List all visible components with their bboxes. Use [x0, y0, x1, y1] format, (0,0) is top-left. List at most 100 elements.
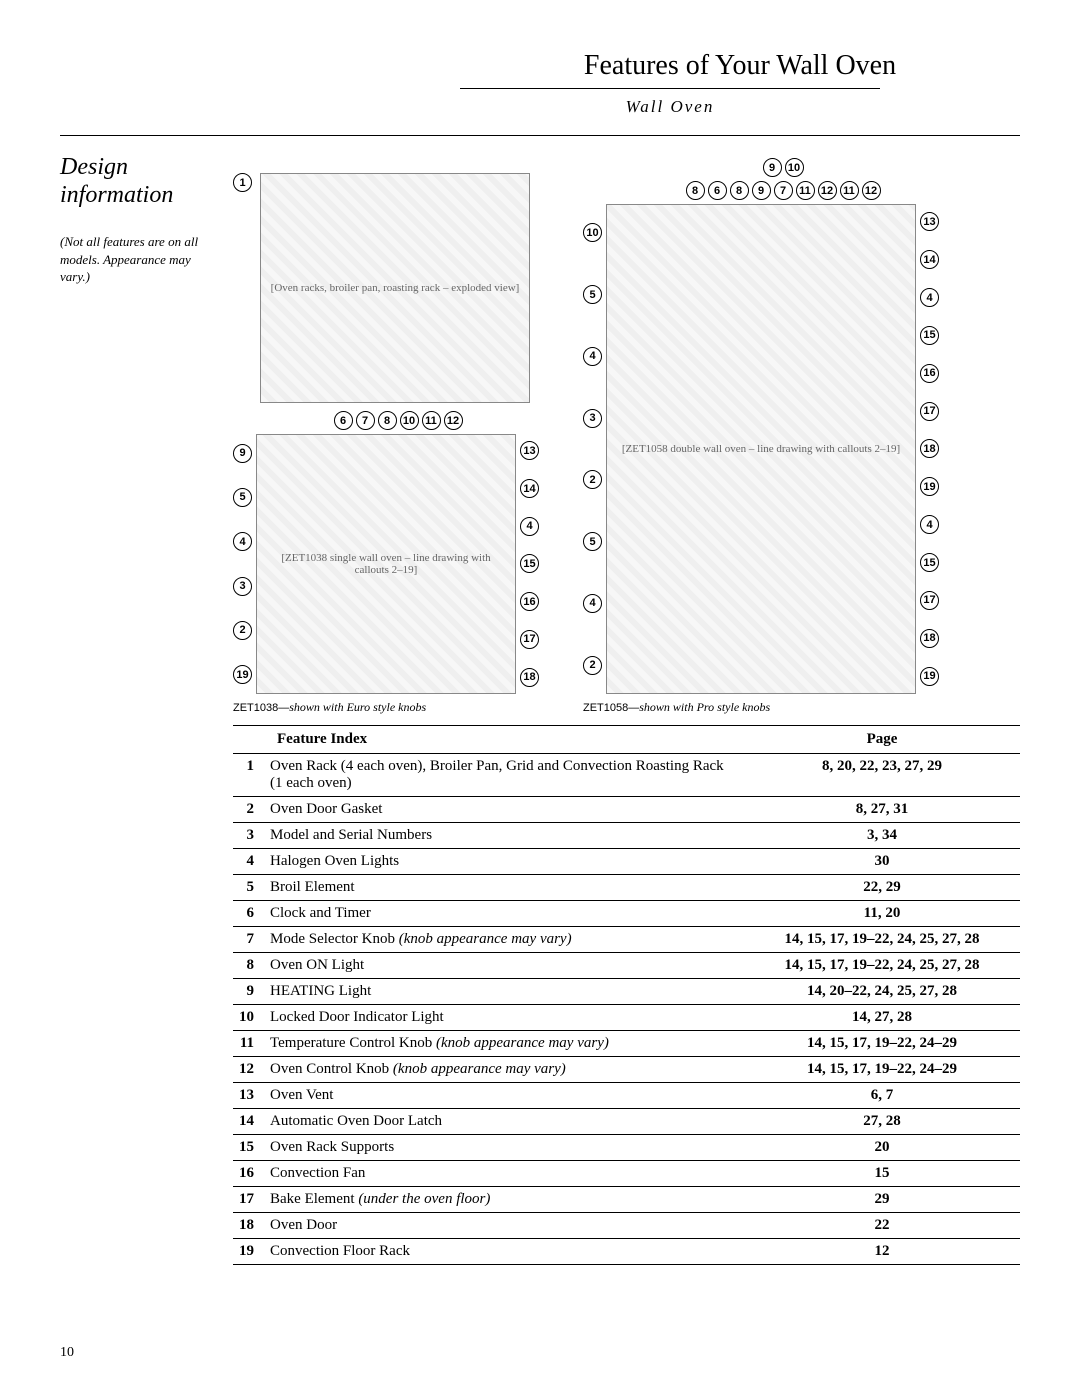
callout-5: 5: [583, 285, 602, 304]
feature-page: 8, 20, 22, 23, 27, 29: [744, 754, 1020, 797]
left-caption-desc: shown with Euro style knobs: [289, 700, 426, 714]
feature-page: 3, 34: [744, 823, 1020, 849]
feature-page: 14, 15, 17, 19–22, 24, 25, 27, 28: [744, 953, 1020, 979]
left-caption-model: ZET1038—: [233, 702, 289, 714]
callout-5: 5: [233, 488, 252, 507]
table-row: 10Locked Door Indicator Light14, 27, 28: [233, 1005, 1020, 1031]
callout-14: 14: [520, 479, 539, 498]
feature-page: 27, 28: [744, 1109, 1020, 1135]
callout-12: 12: [818, 181, 837, 200]
feature-page: 6, 7: [744, 1083, 1020, 1109]
feature-number: 5: [233, 875, 264, 901]
right-caption-desc: shown with Pro style knobs: [639, 700, 770, 714]
callout-10: 10: [400, 411, 419, 430]
callout-11: 11: [796, 181, 815, 200]
feature-page: 14, 15, 17, 19–22, 24–29: [744, 1057, 1020, 1083]
callout-12: 12: [444, 411, 463, 430]
content-area: Design information (Not all features are…: [60, 154, 1020, 1265]
feature-description: Oven Door: [264, 1213, 744, 1239]
design-heading: Design information: [60, 154, 215, 209]
single-top-callouts: 678101112: [233, 411, 563, 430]
table-row: 17Bake Element (under the oven floor)29: [233, 1187, 1020, 1213]
callout-11: 11: [840, 181, 859, 200]
subtitle-rule: Wall Oven: [460, 88, 880, 117]
feature-description: Bake Element (under the oven floor): [264, 1187, 744, 1213]
feature-description: Oven Control Knob (knob appearance may v…: [264, 1057, 744, 1083]
feature-description: Temperature Control Knob (knob appearanc…: [264, 1031, 744, 1057]
feature-index-table: Feature Index Page 1Oven Rack (4 each ov…: [233, 725, 1020, 1265]
right-caption-model: ZET1058—: [583, 702, 639, 714]
feature-page: 29: [744, 1187, 1020, 1213]
feature-number: 15: [233, 1135, 264, 1161]
th-feature: Feature Index: [233, 726, 744, 754]
double-oven-diagram: [ZET1058 double wall oven – line drawing…: [606, 204, 916, 694]
feature-number: 10: [233, 1005, 264, 1031]
feature-note: (knob appearance may vary): [436, 1035, 609, 1051]
feature-page: 14, 27, 28: [744, 1005, 1020, 1031]
left-diagram-group: 1 [Oven racks, broiler pan, roasting rac…: [233, 173, 563, 715]
feature-number: 18: [233, 1213, 264, 1239]
table-row: 7Mode Selector Knob (knob appearance may…: [233, 927, 1020, 953]
table-row: 12Oven Control Knob (knob appearance may…: [233, 1057, 1020, 1083]
callout-4: 4: [920, 515, 939, 534]
callout-2: 2: [233, 621, 252, 640]
callout-9: 9: [763, 158, 782, 177]
feature-description: Clock and Timer: [264, 901, 744, 927]
table-row: 5Broil Element22, 29: [233, 875, 1020, 901]
feature-page: 14, 15, 17, 19–22, 24–29: [744, 1031, 1020, 1057]
right-caption: ZET1058—shown with Pro style knobs: [583, 700, 983, 715]
callout-12: 12: [862, 181, 881, 200]
single-oven-diagram: [ZET1038 single wall oven – line drawing…: [256, 434, 516, 694]
left-caption: ZET1038—shown with Euro style knobs: [233, 700, 563, 715]
callout-15: 15: [520, 554, 539, 573]
callout-19: 19: [920, 477, 939, 496]
feature-note: (knob appearance may vary): [393, 1061, 566, 1077]
right-diagram-group: 910 8689711121112 105432542 [ZET1058 dou…: [583, 154, 983, 715]
table-row: 4Halogen Oven Lights30: [233, 849, 1020, 875]
feature-note: (under the oven floor): [358, 1191, 490, 1207]
feature-description: Broil Element: [264, 875, 744, 901]
callout-18: 18: [920, 629, 939, 648]
table-row: 1Oven Rack (4 each oven), Broiler Pan, G…: [233, 754, 1020, 797]
callout-8: 8: [730, 181, 749, 200]
callout-2: 2: [583, 470, 602, 489]
callout-18: 18: [920, 439, 939, 458]
feature-number: 3: [233, 823, 264, 849]
single-right-callouts: 1314415161718: [520, 434, 539, 694]
feature-description: Convection Floor Rack: [264, 1239, 744, 1265]
callout-9: 9: [233, 444, 252, 463]
feature-number: 6: [233, 901, 264, 927]
callout-15: 15: [920, 326, 939, 345]
diagrams-row: 1 [Oven racks, broiler pan, roasting rac…: [233, 154, 1020, 715]
feature-page: 22: [744, 1213, 1020, 1239]
feature-number: 1: [233, 754, 264, 797]
main-column: 1 [Oven racks, broiler pan, roasting rac…: [233, 154, 1020, 1265]
feature-description: Locked Door Indicator Light: [264, 1005, 744, 1031]
feature-description: Automatic Oven Door Latch: [264, 1109, 744, 1135]
th-page: Page: [744, 726, 1020, 754]
feature-page: 15: [744, 1161, 1020, 1187]
single-left-callouts: 9543219: [233, 434, 252, 694]
double-top2-callouts: 8689711121112: [583, 181, 983, 200]
feature-number: 7: [233, 927, 264, 953]
table-row: 15Oven Rack Supports20: [233, 1135, 1020, 1161]
callout-7: 7: [356, 411, 375, 430]
callout-13: 13: [520, 441, 539, 460]
table-row: 11Temperature Control Knob (knob appeara…: [233, 1031, 1020, 1057]
feature-number: 12: [233, 1057, 264, 1083]
table-row: 2Oven Door Gasket8, 27, 31: [233, 797, 1020, 823]
feature-note: (knob appearance may vary): [399, 931, 572, 947]
callout-4: 4: [583, 594, 602, 613]
callout-15: 15: [920, 553, 939, 572]
feature-number: 19: [233, 1239, 264, 1265]
table-row: 9HEATING Light14, 20–22, 24, 25, 27, 28: [233, 979, 1020, 1005]
sidebar-column: Design information (Not all features are…: [60, 154, 215, 1265]
feature-page: 14, 15, 17, 19–22, 24, 25, 27, 28: [744, 927, 1020, 953]
callout-18: 18: [520, 668, 539, 687]
callout-13: 13: [920, 212, 939, 231]
callout-17: 17: [920, 402, 939, 421]
callout-4: 4: [520, 517, 539, 536]
feature-page: 22, 29: [744, 875, 1020, 901]
callout-4: 4: [233, 532, 252, 551]
callout-6: 6: [708, 181, 727, 200]
